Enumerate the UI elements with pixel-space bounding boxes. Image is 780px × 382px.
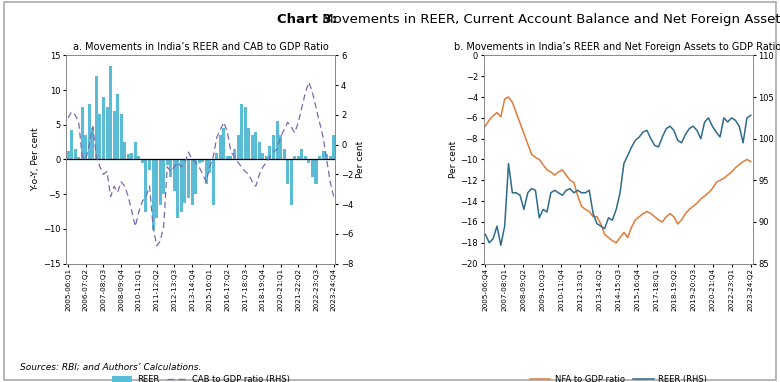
Bar <box>73 149 76 159</box>
Legend: REER, CAB to GDP ratio (RHS): REER, CAB to GDP ratio (RHS) <box>108 372 293 382</box>
Bar <box>119 114 122 159</box>
Bar <box>187 159 190 197</box>
Bar <box>77 157 80 159</box>
Bar <box>240 104 243 159</box>
Bar <box>289 159 292 205</box>
Bar <box>332 135 335 159</box>
Bar <box>243 107 246 159</box>
Bar <box>148 159 151 170</box>
Bar <box>321 151 324 159</box>
Bar <box>127 154 129 159</box>
Bar <box>155 159 158 219</box>
Bar <box>109 66 112 159</box>
Bar <box>123 142 126 159</box>
Bar <box>151 159 154 230</box>
Bar <box>279 135 282 159</box>
Bar <box>180 159 183 212</box>
Bar <box>293 156 296 159</box>
Bar <box>176 159 179 219</box>
Bar <box>233 149 236 159</box>
Bar <box>81 107 83 159</box>
Bar <box>66 151 69 159</box>
Legend: NFA to GDP ratio, REER (RHS): NFA to GDP ratio, REER (RHS) <box>526 372 710 382</box>
Bar <box>268 146 271 159</box>
Bar <box>258 142 261 159</box>
Bar <box>208 159 211 173</box>
Bar <box>162 159 165 194</box>
Bar <box>254 132 257 159</box>
Bar <box>102 97 105 159</box>
Bar <box>215 152 218 159</box>
Bar <box>314 159 317 184</box>
Bar <box>328 156 332 159</box>
Bar <box>98 114 101 159</box>
Bar <box>169 159 172 177</box>
Bar <box>229 156 232 159</box>
Bar <box>219 135 222 159</box>
Bar <box>282 149 285 159</box>
Bar <box>141 159 144 163</box>
Bar <box>88 104 90 159</box>
Text: Movements in REER, Current Account Balance and Net Foreign Assets: Movements in REER, Current Account Balan… <box>318 13 780 26</box>
Y-axis label: Index 2015-16 = 100: Index 2015-16 = 100 <box>778 112 780 207</box>
Y-axis label: Per cent: Per cent <box>356 141 365 178</box>
Bar <box>158 159 161 205</box>
Bar <box>307 159 310 163</box>
Bar <box>112 111 115 159</box>
Bar <box>300 149 303 159</box>
Bar <box>261 152 264 159</box>
Bar <box>318 156 321 159</box>
Bar <box>250 135 254 159</box>
Bar <box>272 135 275 159</box>
Bar <box>183 159 186 202</box>
Bar <box>275 121 278 159</box>
Bar <box>311 159 314 177</box>
Bar <box>236 135 239 159</box>
Bar <box>190 159 193 205</box>
Bar <box>116 94 119 159</box>
Bar <box>201 159 204 162</box>
Bar <box>247 128 250 159</box>
Bar <box>130 152 133 159</box>
Bar <box>296 156 300 159</box>
Bar <box>304 156 307 159</box>
Bar <box>222 128 225 159</box>
Bar <box>212 159 215 205</box>
Bar <box>173 159 176 191</box>
Bar <box>105 107 108 159</box>
Bar <box>134 142 136 159</box>
Bar <box>204 159 207 184</box>
Bar <box>91 128 94 159</box>
Text: Sources: RBI; and Authors’ Calculations.: Sources: RBI; and Authors’ Calculations. <box>20 362 201 371</box>
Bar <box>95 76 98 159</box>
Bar <box>286 159 289 184</box>
Bar <box>137 156 140 159</box>
Bar <box>84 135 87 159</box>
Bar <box>144 159 147 212</box>
Bar <box>194 159 197 194</box>
Y-axis label: Y-o-Y, Per cent: Y-o-Y, Per cent <box>31 128 41 191</box>
Y-axis label: Per cent: Per cent <box>448 141 458 178</box>
Bar <box>325 154 328 159</box>
Title: a. Movements in India’s REER and CAB to GDP Ratio: a. Movements in India’s REER and CAB to … <box>73 42 328 52</box>
Bar <box>197 159 200 163</box>
Bar <box>70 130 73 159</box>
Bar <box>265 156 268 159</box>
Title: b. Movements in India’s REER and Net Foreign Assets to GDP Ratio: b. Movements in India’s REER and Net For… <box>455 42 780 52</box>
Bar <box>165 159 168 165</box>
Text: Chart 3:: Chart 3: <box>277 13 337 26</box>
Bar <box>226 156 229 159</box>
